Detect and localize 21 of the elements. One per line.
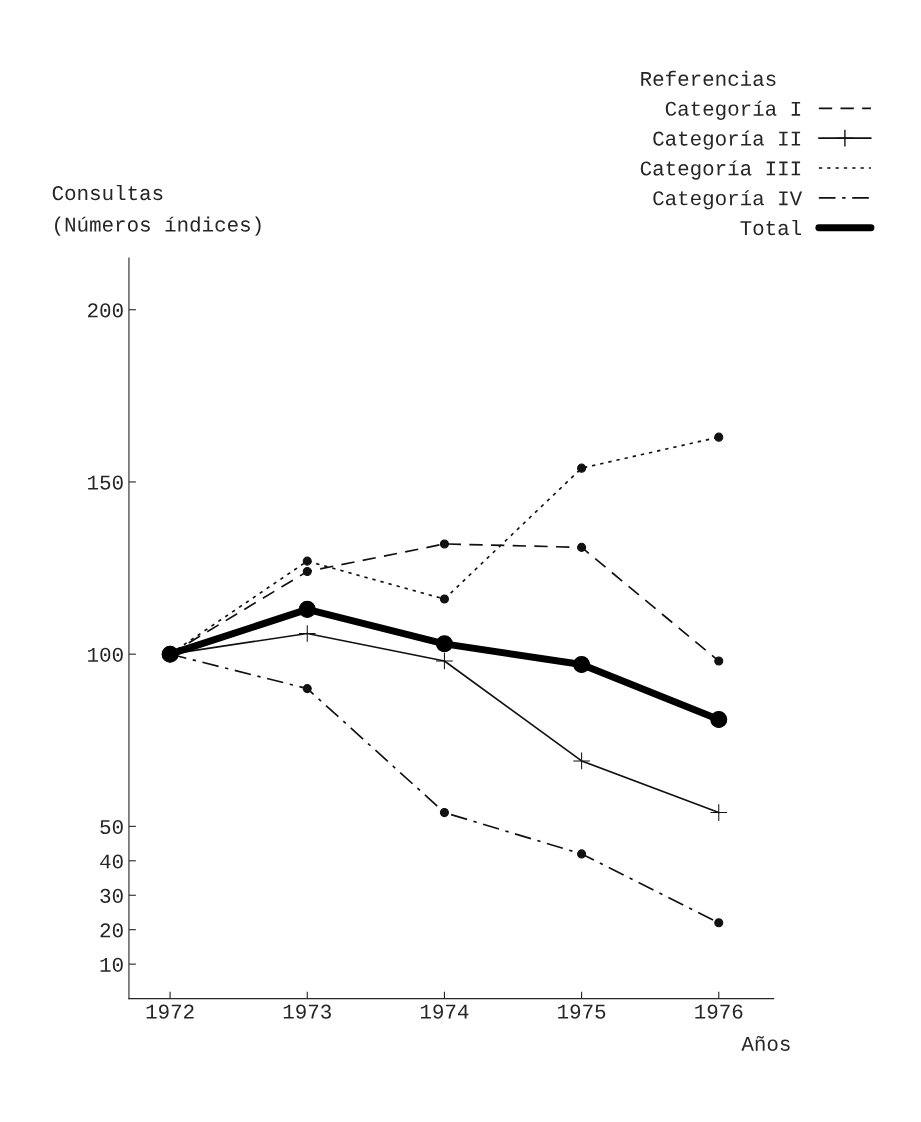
legend-label: Categoría IV <box>653 190 803 210</box>
y-tick-label: 50 <box>100 819 123 835</box>
legend-label: Categoría II <box>653 130 801 150</box>
x-tick-label: 1976 <box>695 1004 743 1019</box>
legend-label: Categoría III <box>640 160 801 180</box>
y-tick-label: 10 <box>100 957 123 972</box>
y-axis-title: Consultas (Números índices) <box>52 184 261 236</box>
x-tick-label: 1974 <box>420 1004 469 1019</box>
y-tick-label: 20 <box>100 923 123 938</box>
legend-title: Referencias <box>641 70 776 87</box>
legend-label: Total <box>740 219 802 236</box>
x-tick-label: 1975 <box>558 1004 606 1019</box>
x-tick-label: 1973 <box>283 1004 331 1019</box>
y-tick-label: 100 <box>88 647 123 662</box>
x-axis-title: Años <box>741 1035 790 1051</box>
x-tick-label: 1972 <box>146 1004 194 1019</box>
y-tick-label: 40 <box>100 854 123 869</box>
y-tick-label: 200 <box>88 303 123 318</box>
legend-label: Categoría I <box>665 100 801 120</box>
y-tick-label: 30 <box>100 888 123 904</box>
y-tick-label: 150 <box>88 475 123 490</box>
